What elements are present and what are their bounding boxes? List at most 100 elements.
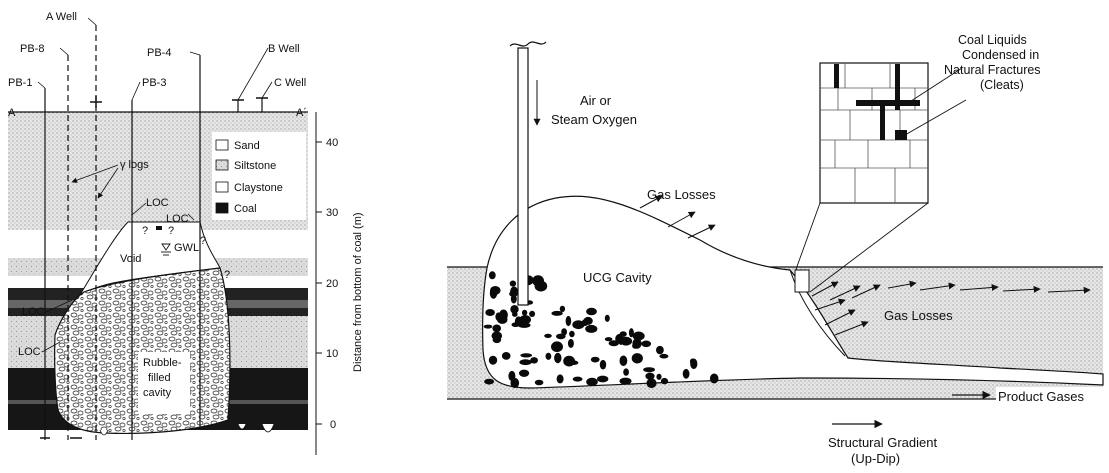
rubble-blob [501, 352, 511, 360]
rubble-blob [567, 338, 574, 348]
rubble-blob [660, 377, 669, 385]
legend-swatch-siltstone [215, 159, 229, 171]
gas-loss-arrows [811, 280, 1091, 336]
rubble-blob [488, 355, 498, 365]
coal-liquids-label-4: (Cleats) [980, 78, 1024, 92]
rubble-blob [511, 322, 520, 328]
loc-label-1: LOC [146, 197, 169, 209]
rubble-blob [619, 331, 627, 337]
rubble-blob [489, 287, 498, 299]
rubble-blob [604, 337, 613, 342]
structural-label-1: Structural Gradient [828, 435, 937, 450]
legend-swatch-coal [215, 202, 229, 214]
legend-coal: Coal [234, 203, 257, 215]
legend-siltstone: Siltstone [234, 160, 276, 172]
rubble-pile [483, 271, 719, 389]
rubble-blob [510, 286, 519, 297]
rubble-blob [519, 369, 530, 377]
rubble-blob [532, 275, 544, 287]
coal-liquids-label-2: Condensed in [962, 48, 1039, 62]
rubble-blob [643, 367, 655, 373]
rubble-blob [659, 353, 669, 359]
rubble-blob [512, 311, 518, 317]
well-label-a: A Well [46, 11, 77, 23]
rubble-label-3: cavity [143, 387, 172, 399]
rubble-blob [619, 377, 632, 385]
rubble-blob [565, 315, 572, 327]
well-label-c: C Well [274, 77, 306, 89]
depth-axis: 40 30 20 10 0 Distance from bottom of co… [315, 112, 364, 455]
well-label-b: B Well [268, 43, 300, 55]
rubble-blob [597, 375, 609, 383]
rubble-blob [534, 379, 544, 386]
rubble-blob [572, 376, 583, 382]
rubble-blob [483, 324, 493, 329]
tick-40: 40 [326, 137, 338, 149]
left-cross-section: A A´ A Well PB-8 PB-4 B Well PB-1 PB-3 C… [8, 11, 364, 455]
rubble-blob [510, 294, 517, 304]
rubble-blob [556, 374, 564, 384]
rubble-label-2: filled [148, 372, 171, 384]
rubble-blob [509, 280, 517, 287]
tick-10: 10 [326, 348, 338, 360]
rubble-blob [561, 328, 567, 336]
legend-swatch-sand [215, 139, 229, 151]
rubble-blob [585, 324, 598, 333]
rubble-blob [563, 355, 575, 367]
rubble-blob [510, 305, 519, 314]
section-label-a-prime: A´ [296, 107, 307, 119]
rubble-blob [521, 309, 528, 316]
rubble-blob [519, 359, 532, 366]
tick-0: 0 [330, 419, 336, 431]
rubble-blob [709, 373, 719, 384]
rubble-blob [572, 320, 585, 330]
rubble-blob [586, 307, 597, 316]
rubble-blob [519, 315, 531, 325]
gamma-logs-label: γ logs [120, 159, 149, 171]
gas-losses-top-label: Gas Losses [647, 187, 716, 202]
rubble-blob [641, 340, 652, 348]
rubble-blob [604, 314, 610, 322]
rubble-blob [583, 316, 593, 325]
loc-label-4: LOC [18, 346, 41, 358]
coal-liquids-label-1: Coal Liquids [958, 33, 1027, 47]
tick-30: 30 [326, 207, 338, 219]
rubble-blob [544, 333, 552, 338]
rubble-blob [484, 378, 495, 385]
rubble-blob [590, 356, 600, 363]
cleat-inset [794, 62, 967, 293]
axis-title: Distance from bottom of coal (m) [352, 212, 364, 372]
rubble-blob [530, 357, 538, 364]
rubble-blob [520, 353, 533, 358]
qmark-1: ? [142, 225, 148, 237]
structural-label-2: (Up-Dip) [851, 451, 900, 466]
rubble-blob [599, 359, 607, 370]
rubble-blob [682, 368, 690, 379]
void-label: Void [120, 253, 141, 265]
tick-20: 20 [326, 278, 338, 290]
qmark-4: ? [224, 269, 230, 281]
air-label-1: Air or [580, 93, 612, 108]
legend-sand: Sand [234, 140, 260, 152]
qmark-3: ? [200, 235, 206, 247]
rubble-blob [586, 377, 598, 386]
air-label-2: Steam Oxygen [551, 112, 637, 127]
rubble-blob [488, 271, 496, 280]
rubble-blob [495, 312, 502, 322]
legend-swatch-claystone [215, 181, 229, 193]
qmark-2: ? [168, 225, 174, 237]
rubble-blob [492, 324, 502, 333]
rubble-blob [631, 353, 643, 364]
right-ucg-diagram: Air or Steam Oxygen Gas Losses UCG Cavit… [447, 33, 1104, 466]
legend-claystone: Claystone [234, 182, 283, 194]
coal-liquids-label-3: Natural Fractures [944, 63, 1041, 77]
loc-label-2: LOC [166, 213, 189, 225]
gas-losses-right-label: Gas Losses [884, 308, 953, 323]
rubble-blob [551, 310, 563, 316]
well-label-pb3: PB-3 [142, 77, 166, 89]
product-gases-label: Product Gases [998, 389, 1084, 404]
rubble-blob [510, 377, 520, 389]
section-label-a: A [8, 107, 16, 119]
well-label-pb8: PB-8 [20, 43, 44, 55]
rubble-blob [628, 328, 634, 338]
